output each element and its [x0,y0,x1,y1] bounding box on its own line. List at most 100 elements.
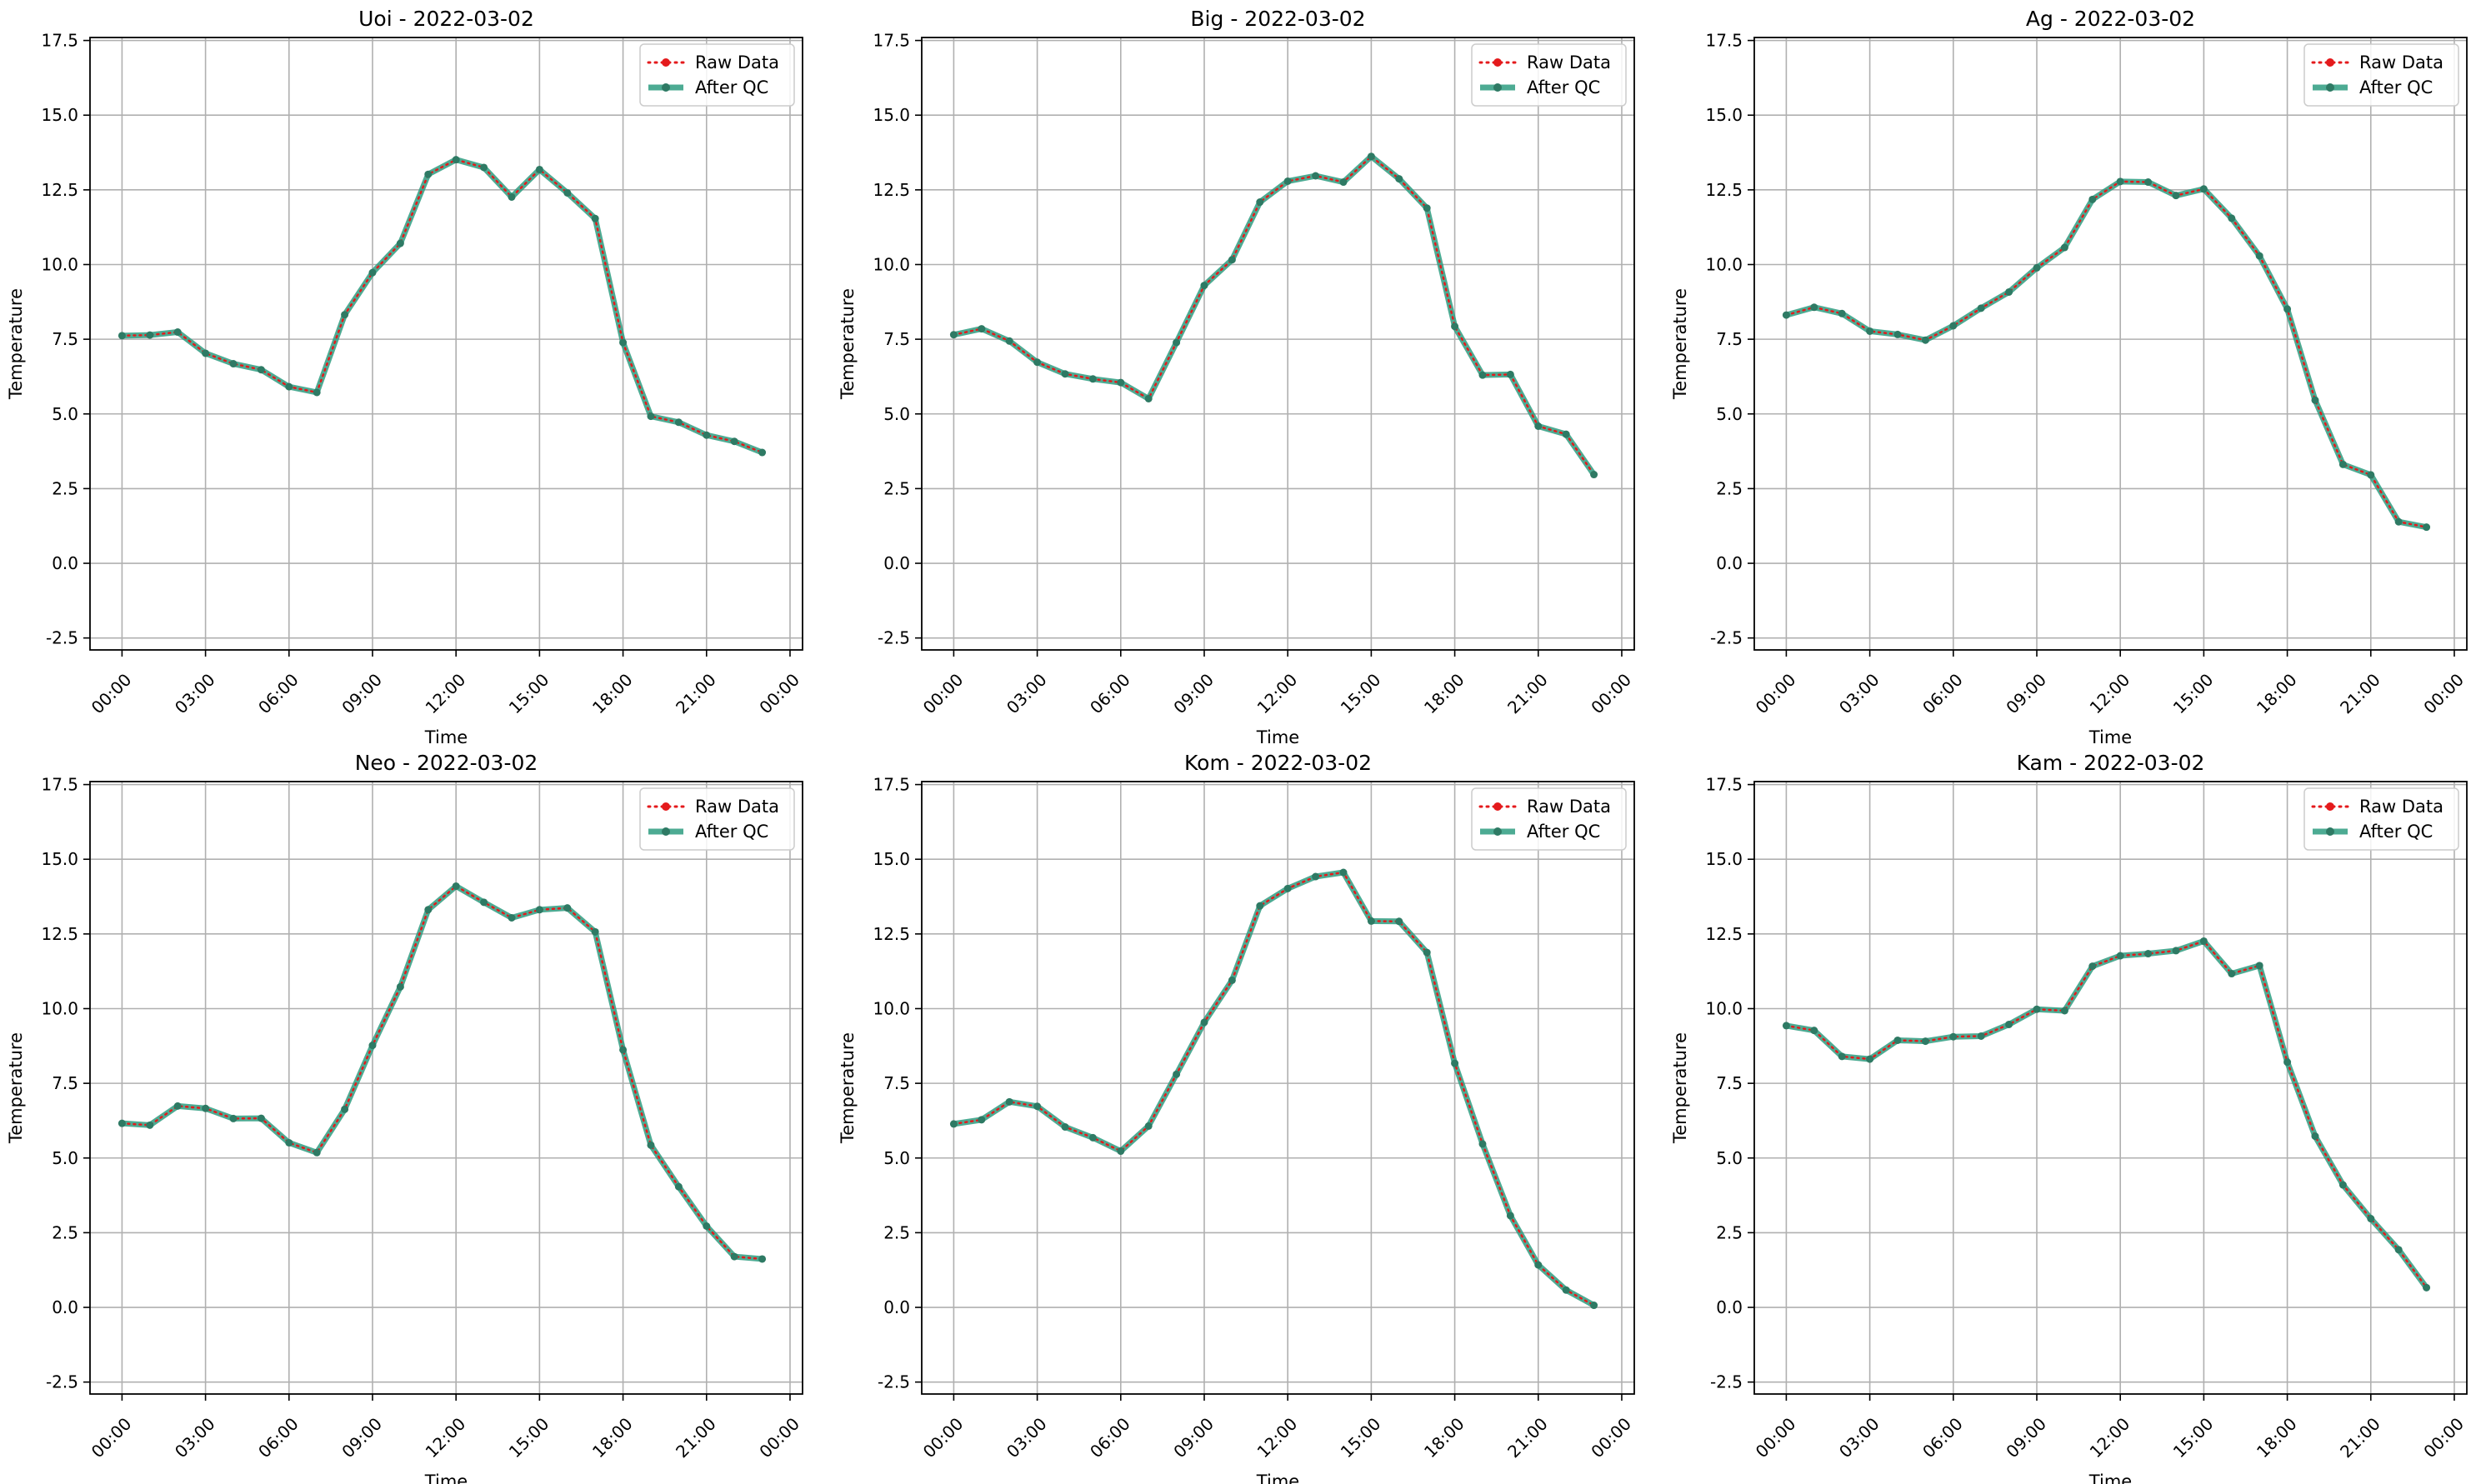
data-point [2033,263,2041,272]
plot-area [922,782,1634,1394]
legend-raw-marker [662,58,670,67]
x-tick-label: 00:00 [1752,670,1800,718]
data-point [424,170,433,178]
data-point [619,1046,628,1054]
x-tick-label: 00:00 [88,670,136,718]
x-tick-label: 18:00 [1420,670,1468,718]
x-tick-label: 21:00 [2336,670,2384,718]
data-point [591,214,599,222]
x-tick-label: 00:00 [2419,670,2468,718]
data-point [1423,948,1431,957]
legend-qc-marker [1493,827,1502,836]
data-point [1061,370,1069,378]
legend-qc-marker [2326,83,2334,92]
y-tick-label: 12.5 [1705,924,1743,944]
data-point [1506,1212,1514,1220]
y-tick-label: 10.0 [873,254,910,274]
data-point [1061,1122,1069,1131]
y-tick-label: -2.5 [878,628,910,648]
data-point [2338,1181,2347,1189]
x-tick-label: 12:00 [422,1414,470,1462]
y-axis-label: Temperature [1670,288,1690,400]
data-point [758,448,767,457]
legend-raw-label: Raw Data [695,52,779,72]
y-axis-label: Temperature [838,1032,858,1144]
x-tick-label: 00:00 [755,670,803,718]
x-tick-label: 12:00 [422,670,470,718]
data-point [2172,192,2180,200]
legend-raw-label: Raw Data [2359,797,2443,817]
legend-qc-label: After QC [2359,77,2433,97]
data-point [1451,1059,1459,1067]
data-point [1256,198,1264,207]
y-tick-label: 2.5 [52,1222,78,1242]
data-point [1478,1140,1487,1148]
data-point [1200,282,1208,290]
data-point [1033,358,1042,367]
data-point [2005,1020,2013,1028]
legend: Raw Data After QC [639,43,795,107]
data-point [2283,1058,2292,1067]
data-point [1228,976,1236,984]
x-tick-label: 00:00 [1587,1414,1635,1462]
data-point [674,418,683,427]
y-tick-label: 0.0 [1716,553,1743,573]
x-tick-label: 21:00 [1503,1414,1552,1462]
y-tick-label: 10.0 [1705,998,1743,1018]
data-point [1283,177,1292,185]
y-tick-label: 15.0 [41,105,78,125]
x-tick-label: 00:00 [919,1414,968,1462]
legend-raw-marker [2326,802,2334,811]
legend-raw-label: Raw Data [1527,797,1611,817]
subplot-3: 00:00 03:00 06:00 09:00 12:00 15:00 18:00 21:00… [1670,7,2468,747]
x-tick-label: 00:00 [88,1414,136,1462]
legend-raw-label: Raw Data [2359,52,2443,72]
data-point [1005,1097,1013,1106]
legend-qc-marker [662,83,670,92]
y-tick-label: 17.5 [41,775,78,795]
data-point [2255,252,2263,260]
x-tick-label: 21:00 [672,670,720,718]
data-point [730,1252,738,1261]
y-tick-label: 10.0 [41,998,78,1018]
raw-data-line [953,871,1595,1307]
y-tick-label: 0.0 [883,553,910,573]
data-point [2423,1283,2431,1292]
y-tick-label: 0.0 [1716,1297,1743,1317]
chart-title: Kom - 2022-03-02 [1184,751,1372,775]
chart-title: Big - 2022-03-02 [1190,7,1365,31]
data-point [313,388,321,397]
x-tick-label: 15:00 [2169,1414,2218,1462]
data-point [1949,322,1958,330]
x-tick-label: 03:00 [171,670,219,718]
data-point [1395,917,1403,926]
legend-qc-label: After QC [695,822,768,842]
plot-area [1754,37,2467,650]
data-point [1173,338,1181,347]
x-axis-label: Time [424,1472,468,1484]
x-tick-label: 06:00 [1086,1414,1134,1462]
data-point [2172,947,2180,955]
data-point [1144,1122,1153,1130]
legend: Raw Data After QC [2303,43,2459,107]
data-point [1367,917,1375,925]
data-point [2116,177,2124,186]
data-point [1312,872,1320,881]
data-point [1810,303,1818,312]
data-point [118,332,126,340]
x-axis-label: Time [1256,727,1299,747]
y-tick-label: 12.5 [41,924,78,944]
x-tick-label: 06:00 [254,670,303,718]
x-tick-label: 18:00 [2253,670,2301,718]
data-point [229,1114,238,1122]
chart-title: Kam - 2022-03-02 [2017,751,2205,775]
data-point [2283,305,2292,313]
data-point [1144,394,1153,402]
subplot-6: 00:00 03:00 06:00 09:00 12:00 15:00 18:00 21:00… [1670,751,2468,1484]
x-tick-label: 15:00 [1337,670,1385,718]
data-point [2338,460,2347,468]
x-axis-label: Time [2088,1472,2132,1484]
legend-raw-label: Raw Data [695,797,779,817]
x-tick-label: 21:00 [672,1414,720,1462]
